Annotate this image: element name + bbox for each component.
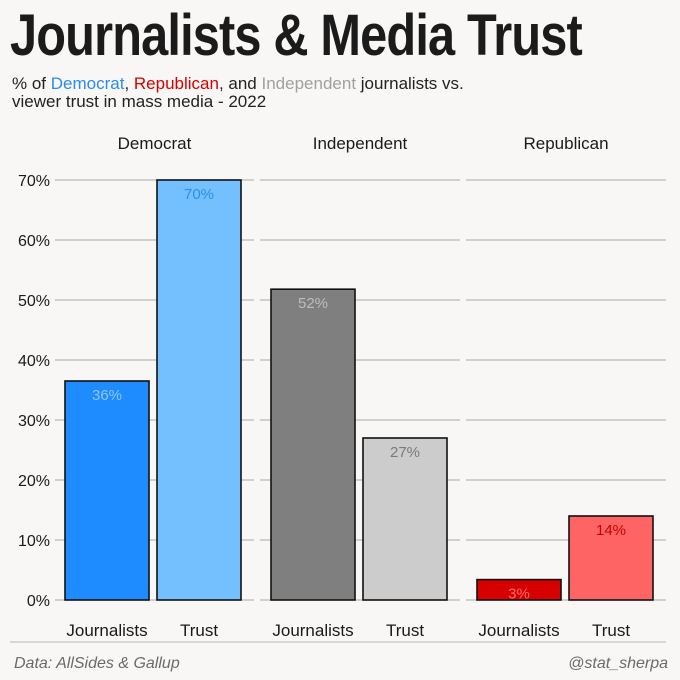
facet-label: Independent — [313, 134, 408, 153]
subtitle-sep1: , — [124, 74, 134, 93]
y-tick-label: 40% — [18, 353, 50, 370]
data-label: 3% — [508, 586, 530, 603]
data-label: 14% — [596, 522, 626, 539]
y-tick-label: 10% — [18, 533, 50, 550]
subtitle-line2: viewer trust in mass media - 2022 — [12, 92, 267, 111]
facet-label: Republican — [523, 134, 608, 153]
data-label: 52% — [298, 295, 328, 312]
y-tick-label: 50% — [18, 293, 50, 310]
x-category-label: Journalists — [66, 621, 147, 640]
x-category-label: Trust — [592, 621, 630, 640]
x-category-label: Journalists — [478, 621, 559, 640]
chart-title: Journalists & Media Trust — [10, 3, 583, 68]
subtitle-democrat: Democrat — [50, 74, 125, 93]
subtitle-prefix: % of — [12, 74, 51, 93]
data-label: 70% — [184, 186, 214, 203]
chart-subtitle: % of Democrat, Republican, and Independe… — [12, 75, 464, 111]
y-tick-label: 60% — [18, 233, 50, 250]
bar — [64, 380, 150, 601]
bar — [568, 515, 654, 601]
author-handle: @stat_sherpa — [568, 655, 668, 672]
subtitle-sep2: , and — [218, 74, 262, 93]
facet-label: Democrat — [118, 134, 192, 153]
data-source: Data: AllSides & Gallup — [14, 655, 180, 672]
bar — [362, 437, 448, 601]
y-tick-label: 70% — [18, 173, 50, 190]
bar — [156, 179, 242, 601]
subtitle-independent: Independent — [261, 74, 357, 93]
y-tick-label: 0% — [27, 593, 50, 610]
data-label: 36% — [92, 387, 122, 404]
x-category-label: Trust — [386, 621, 424, 640]
subtitle-suffix: journalists vs. — [356, 74, 464, 93]
x-category-label: Journalists — [272, 621, 353, 640]
bar — [476, 578, 562, 601]
bar — [270, 288, 356, 601]
subtitle-republican: Republican — [133, 74, 219, 93]
y-tick-label: 20% — [18, 473, 50, 490]
data-label: 27% — [390, 444, 420, 461]
y-tick-label: 30% — [18, 413, 50, 430]
x-category-label: Trust — [180, 621, 218, 640]
